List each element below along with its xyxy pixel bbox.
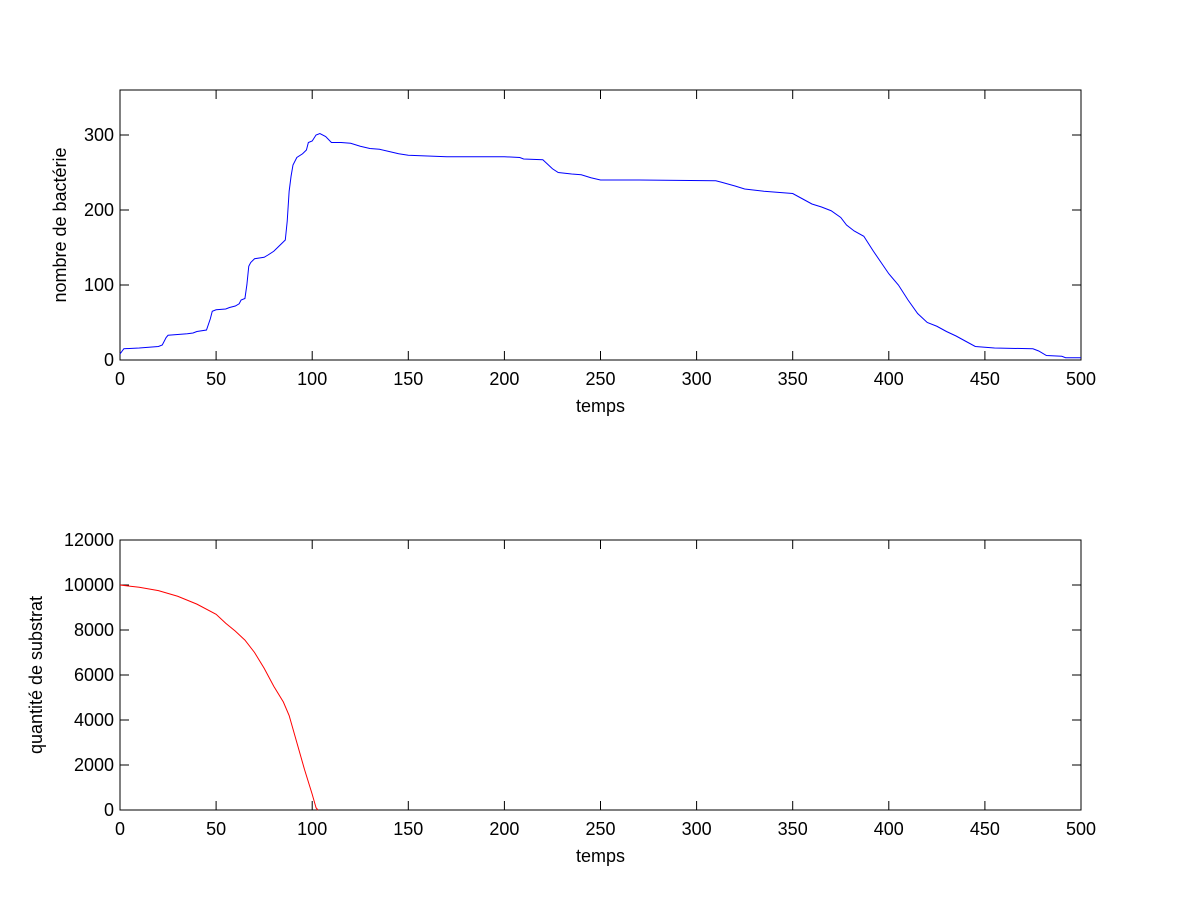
x-tick-label: 150 [393, 819, 423, 839]
x-tick-label: 100 [297, 819, 327, 839]
y-tick-label: 12000 [64, 530, 114, 550]
y-tick-label: 300 [84, 125, 114, 145]
y-axis-label: nombre de bactérie [50, 147, 70, 302]
x-tick-label: 500 [1066, 819, 1096, 839]
x-tick-label: 0 [115, 369, 125, 389]
y-tick-label: 10000 [64, 575, 114, 595]
x-tick-label: 200 [489, 819, 519, 839]
x-tick-label: 200 [489, 369, 519, 389]
data-line [119, 584, 319, 811]
x-tick-label: 300 [682, 819, 712, 839]
x-tick-label: 50 [206, 369, 226, 389]
x-tick-label: 350 [778, 819, 808, 839]
y-tick-label: 8000 [74, 620, 114, 640]
axes-box [119, 89, 1082, 361]
y-tick-label: 200 [84, 200, 114, 220]
x-tick-label: 400 [874, 819, 904, 839]
y-tick-label: 0 [104, 800, 114, 820]
x-tick-label: 250 [585, 369, 615, 389]
y-tick-label: 4000 [74, 710, 114, 730]
x-axis-label: temps [576, 846, 625, 866]
x-axis-label: temps [576, 396, 625, 416]
x-tick-label: 100 [297, 369, 327, 389]
x-tick-label: 150 [393, 369, 423, 389]
y-tick-label: 0 [104, 350, 114, 370]
y-tick-label: 100 [84, 275, 114, 295]
x-tick-label: 500 [1066, 369, 1096, 389]
y-tick-label: 2000 [74, 755, 114, 775]
x-tick-label: 250 [585, 819, 615, 839]
x-tick-label: 0 [115, 819, 125, 839]
x-tick-label: 400 [874, 369, 904, 389]
x-tick-label: 300 [682, 369, 712, 389]
x-tick-label: 50 [206, 819, 226, 839]
x-tick-label: 450 [970, 819, 1000, 839]
y-axis-label: quantité de substrat [26, 596, 46, 754]
axes-box [119, 539, 1082, 811]
data-line [119, 132, 1081, 359]
x-tick-label: 350 [778, 369, 808, 389]
x-tick-label: 450 [970, 369, 1000, 389]
y-tick-label: 6000 [74, 665, 114, 685]
